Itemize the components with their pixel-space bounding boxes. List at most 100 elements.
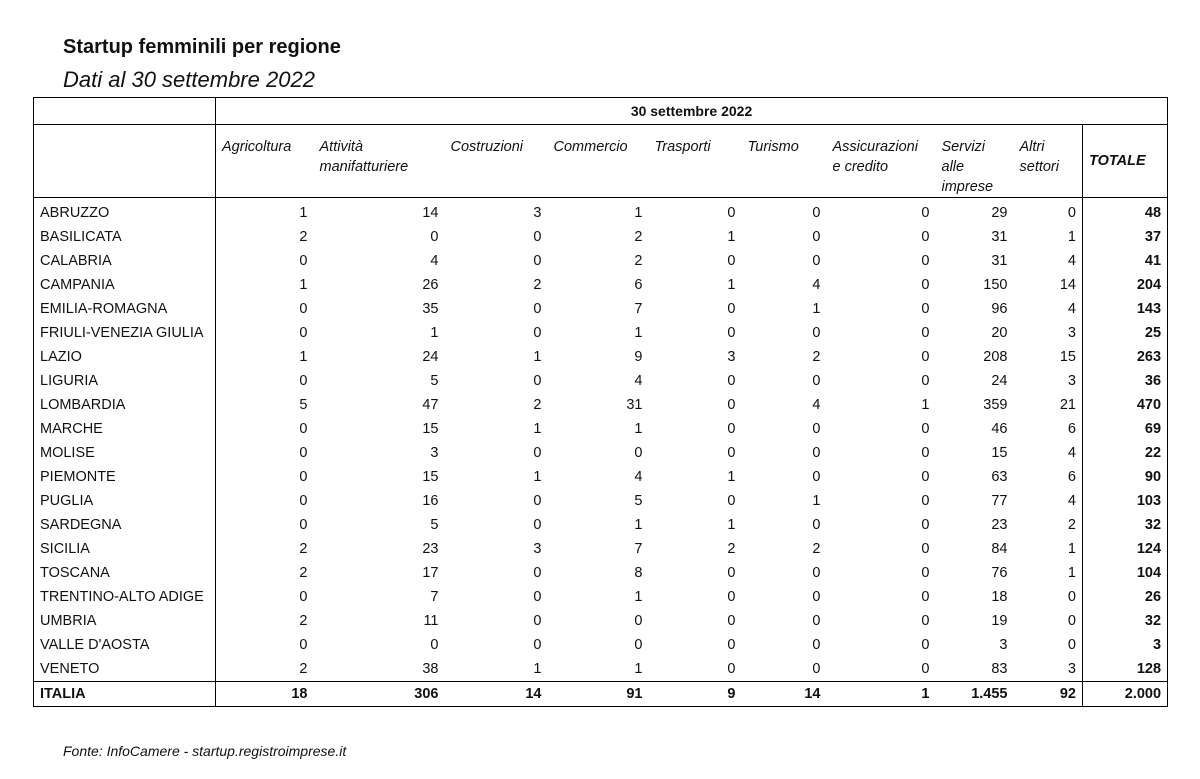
value-cell: 1 <box>299 349 308 365</box>
value-cell: 0 <box>727 301 736 317</box>
region-cell: FRIULI-VENEZIA GIULIA <box>33 321 216 345</box>
value-cell: 3 <box>1081 633 1169 657</box>
region-cell: UMBRIA <box>33 609 216 633</box>
value-cell: 2.000 <box>1081 681 1169 707</box>
value-cell: 4 <box>1067 253 1076 269</box>
value-cell: 63 <box>991 469 1008 485</box>
value-cell: 0 <box>812 589 821 605</box>
value-cell: 306 <box>313 681 445 707</box>
value-cell: 2 <box>533 277 542 293</box>
value-cell: 6 <box>1067 469 1076 485</box>
table-row: PIEMONTE 0 15 1 4 1 0 0 63 6 90 <box>33 465 1169 489</box>
value-cell: 0 <box>727 445 736 461</box>
value-cell: 1 <box>826 681 936 707</box>
value-cell: 0 <box>727 421 736 437</box>
total-row: ITALIA 18 306 14 91 9 14 1 1.455 92 2.000 <box>33 681 1169 707</box>
value-cell: 1 <box>921 397 930 413</box>
value-cell: 0 <box>299 589 308 605</box>
column-header: Turismo <box>741 124 827 198</box>
value-cell: 1 <box>299 277 308 293</box>
value-cell: 15 <box>422 421 439 437</box>
value-cell: 143 <box>1081 297 1169 321</box>
value-cell: 25 <box>1081 321 1169 345</box>
region-cell: MOLISE <box>33 441 216 465</box>
value-cell: 0 <box>533 613 542 629</box>
value-cell: 1 <box>727 229 736 245</box>
value-cell: 0 <box>921 445 930 461</box>
value-cell: 1 <box>727 277 736 293</box>
value-cell: 14 <box>422 205 439 221</box>
value-cell: 0 <box>1067 613 1076 629</box>
value-cell: 0 <box>430 637 439 653</box>
value-cell: 0 <box>921 373 930 389</box>
value-cell: 3 <box>1067 661 1076 677</box>
value-cell: 77 <box>991 493 1008 509</box>
table-row: ABRUZZO 1 14 3 1 0 0 0 29 0 48 <box>33 197 1169 225</box>
value-cell: 9 <box>634 349 643 365</box>
value-cell: 0 <box>921 421 930 437</box>
value-cell: 3 <box>1067 373 1076 389</box>
value-cell: 2 <box>299 565 308 581</box>
value-cell: 69 <box>1081 417 1169 441</box>
value-cell: 3 <box>533 205 542 221</box>
region-cell: ITALIA <box>33 681 216 707</box>
value-cell: 14 <box>741 681 827 707</box>
value-cell: 0 <box>1067 589 1076 605</box>
value-cell: 0 <box>812 661 821 677</box>
value-cell: 0 <box>533 589 542 605</box>
value-cell: 0 <box>1067 205 1076 221</box>
value-cell: 38 <box>422 661 439 677</box>
value-cell: 1 <box>533 469 542 485</box>
table-row: LIGURIA 0 5 0 4 0 0 0 24 3 36 <box>33 369 1169 393</box>
value-cell: 0 <box>727 397 736 413</box>
table-row: UMBRIA 2 11 0 0 0 0 0 19 0 32 <box>33 609 1169 633</box>
value-cell: 104 <box>1081 561 1169 585</box>
value-cell: 1.455 <box>935 681 1014 707</box>
value-cell: 359 <box>983 397 1008 413</box>
subtitle: Dati al 30 settembre 2022 <box>63 67 315 92</box>
value-cell: 9 <box>648 681 742 707</box>
column-header: Agricoltura <box>215 124 314 198</box>
value-cell: 0 <box>921 541 930 557</box>
value-cell: 3 <box>999 637 1008 653</box>
value-cell: 0 <box>299 637 308 653</box>
value-cell: 0 <box>1067 637 1076 653</box>
value-cell: 26 <box>422 277 439 293</box>
title: Startup femminili per regione <box>63 36 341 58</box>
value-cell: 208 <box>983 349 1008 365</box>
value-cell: 1 <box>1067 229 1076 245</box>
value-cell: 83 <box>991 661 1008 677</box>
value-cell: 0 <box>533 445 542 461</box>
value-cell: 0 <box>634 613 643 629</box>
value-cell: 1 <box>727 517 736 533</box>
table-row: BASILICATA 2 0 0 2 1 0 0 31 1 37 <box>33 225 1169 249</box>
column-header: Servizi alle imprese <box>935 124 1014 198</box>
value-cell: 32 <box>1081 513 1169 537</box>
column-header: Commercio <box>547 124 649 198</box>
value-cell: 0 <box>299 517 308 533</box>
column-header: Trasporti <box>648 124 742 198</box>
value-cell: 1 <box>430 325 439 341</box>
table-row: SARDEGNA 0 5 0 1 1 0 0 23 2 32 <box>33 513 1169 537</box>
value-cell: 1 <box>1067 541 1076 557</box>
value-cell: 47 <box>422 397 439 413</box>
value-cell: 0 <box>812 253 821 269</box>
value-cell: 5 <box>430 517 439 533</box>
table-row: FRIULI-VENEZIA GIULIA 0 1 0 1 0 0 0 20 3 25 <box>33 321 1169 345</box>
region-cell: TRENTINO-ALTO ADIGE <box>33 585 216 609</box>
value-cell: 14 <box>1059 277 1076 293</box>
value-cell: 0 <box>533 517 542 533</box>
value-cell: 0 <box>533 373 542 389</box>
value-cell: 23 <box>422 541 439 557</box>
value-cell: 0 <box>812 517 821 533</box>
region-cell: CAMPANIA <box>33 273 216 297</box>
table-row: LAZIO 1 24 1 9 3 2 0 208 15 263 <box>33 345 1169 369</box>
column-header: Attività manifatturiere <box>313 124 445 198</box>
region-cell: PIEMONTE <box>33 465 216 489</box>
value-cell: 2 <box>812 349 821 365</box>
value-cell: 0 <box>299 469 308 485</box>
value-cell: 1 <box>812 301 821 317</box>
value-cell: 84 <box>991 541 1008 557</box>
value-cell: 0 <box>921 589 930 605</box>
